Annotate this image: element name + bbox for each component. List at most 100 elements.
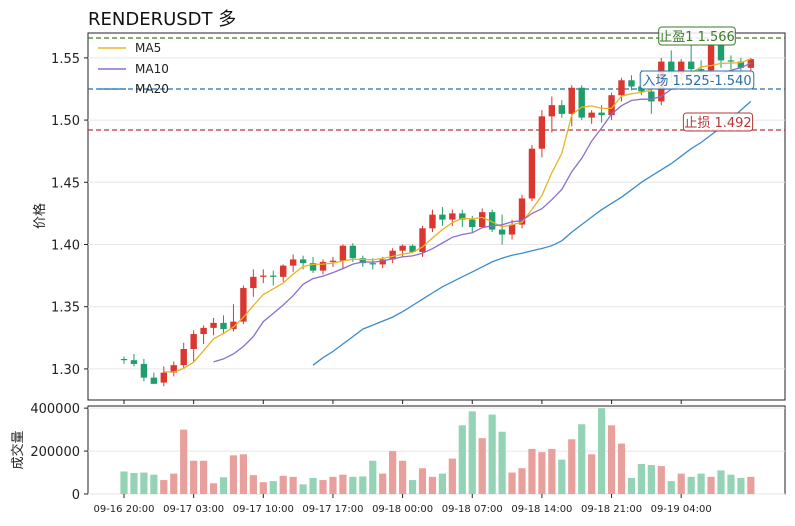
level-label-box [639,70,755,90]
volume-bar [369,460,377,494]
volume-bar [627,477,636,494]
volume-bar [667,481,675,494]
level-label-box [682,112,754,132]
candle-up [449,213,456,220]
volume-bar [697,473,705,494]
volume-bar [339,474,347,494]
volume-bar [498,431,506,494]
volume-bar [508,472,516,494]
volume-bar [190,460,198,494]
ma20-line [312,100,752,366]
volume-bar [160,480,168,494]
volume-bars-group [120,408,755,494]
volume-bar [408,480,417,494]
candle-down [498,229,506,235]
candle-up [319,261,327,271]
volume-bar [418,468,427,494]
candle-down [349,245,357,259]
volume-y-ticks: 0 200000 400000 [30,402,88,503]
volume-bar [349,476,357,494]
legend-ma20-label: MA20 [135,82,169,96]
volume-bar [687,476,695,494]
volume-bar [637,463,645,494]
x-tick-label: 09-19 04:00 [651,504,712,515]
price-gridlines [88,57,785,370]
volume-bar [647,465,655,494]
candle-up [548,105,556,117]
candle-up [180,348,187,366]
x-tick-label: 09-17 10:00 [233,504,294,515]
volume-bar [747,476,755,494]
price-tick-label: 1.45 [51,176,80,191]
candle-down [369,263,376,265]
volume-bar [209,483,218,494]
volume-bar [478,438,486,494]
chart-title: RENDERUSDT 多 [88,9,236,30]
legend-ma10-label: MA10 [135,62,169,76]
candle-up [160,372,167,383]
candle-up [289,259,297,266]
legend-ma5-label: MA5 [135,41,161,55]
candle-up [379,259,386,265]
candle-up [250,276,257,289]
level-label: 止损 1.492 [684,116,751,131]
volume-bar [259,482,267,494]
candles-group [120,42,755,387]
volume-bar [180,429,188,494]
volume-bar [249,475,257,494]
volume-bar [727,474,735,494]
volume-bar [289,476,297,494]
candle-up [508,224,516,235]
price-tick-label: 1.50 [51,114,80,129]
volume-bar [468,411,476,494]
volume-bar [219,477,228,494]
level-label: 入场 1.525-1.540 [642,74,751,89]
volume-bar [588,454,596,494]
candle-down [309,263,317,271]
candle-up [707,45,715,71]
volume-bar [140,472,148,494]
candle-up [170,365,177,373]
candle-down [727,60,735,62]
volume-bar [538,452,546,494]
price-tick-label: 1.30 [51,363,80,378]
price-tick-label: 1.40 [51,238,80,253]
volume-bar [309,477,317,494]
candle-down [488,212,496,230]
legend: MA5 MA10 MA20 [98,41,169,96]
price-panel [87,32,786,401]
candle-up [280,265,287,277]
volume-bar [598,408,606,494]
volume-tick-label: 400000 [30,402,80,417]
x-tick-label: 09-17 03:00 [163,504,224,515]
x-tick-label: 09-18 00:00 [372,504,433,515]
x-tick-label: 09-16 20:00 [93,504,154,515]
candle-up [240,288,247,322]
volume-bar [428,476,437,494]
candle-down [578,87,585,118]
candle-down [299,259,307,264]
candle-up [538,116,546,149]
candle-down [220,322,227,330]
x-tick-label: 09-18 07:00 [442,504,503,515]
volume-bar [170,473,178,494]
candle-up [260,275,267,277]
price-tick-label: 1.55 [51,52,80,67]
level-label-box [658,26,736,46]
volume-bar [488,414,496,494]
price-tick-label: 1.35 [51,301,80,316]
candle-down [628,80,635,87]
candle-up [479,212,486,228]
volume-bar [578,424,586,494]
volume-bar [279,475,287,494]
candle-down [130,360,138,364]
candle-down [409,245,416,252]
candle-up [618,80,625,96]
candle-up [230,321,237,330]
volume-bar [379,473,387,494]
volume-bar [657,466,665,494]
volume-bar [617,443,626,494]
volume-bar [239,454,247,494]
candle-up [568,87,575,114]
